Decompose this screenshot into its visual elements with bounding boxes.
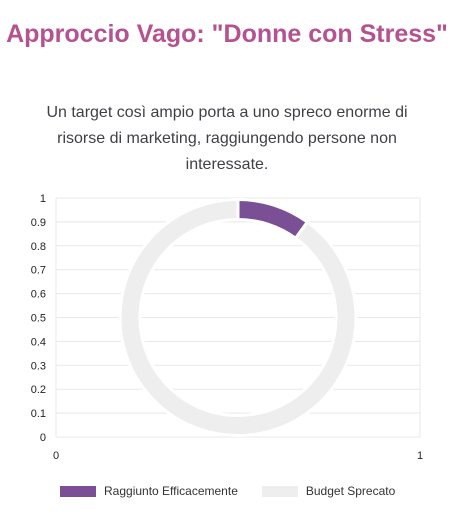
y-tick-label: 0.8 [31,241,46,253]
y-tick-label: 0.3 [31,360,46,372]
y-tick-label: 0.5 [31,313,46,325]
y-tick-label: 0.1 [31,408,46,420]
y-tick-label: 0.7 [31,265,46,277]
slice-budget-sprecato [118,197,358,437]
legend-swatch-budget-sprecato [261,486,298,497]
y-tick-label: 1 [40,193,46,205]
legend-label-budget-sprecato: Budget Sprecato [306,484,396,498]
legend-swatch-raggiunto-efficacemente [60,486,96,497]
grid-lines [55,197,421,438]
y-tick-label: 0.6 [31,289,46,301]
slice-raggiunto-efficacemente [236,197,310,241]
chart-title: Approccio Vago: "Donne con Stress" [6,20,448,48]
chart-slices [118,197,358,437]
axes: 1 0.9 0.8 0.7 0.6 0.5 0.4 0.3 0.2 0.1 00 1 [31,193,423,462]
x-tick-label: 1 [417,450,423,462]
y-tick-label: 0.2 [31,384,46,396]
y-tick-label: 0.4 [31,336,46,348]
x-tick-label: 0 [53,450,59,462]
legend-label-raggiunto-efficacemente: Raggiunto Efficacemente [104,484,238,498]
y-tick-label: 0.9 [31,217,46,229]
chart-description: Un target così ampio porta a uno spreco … [46,104,408,173]
chart-legend: Raggiunto Efficacemente Budget Sprecato [60,484,396,498]
y-tick-label: 0 [40,432,46,444]
